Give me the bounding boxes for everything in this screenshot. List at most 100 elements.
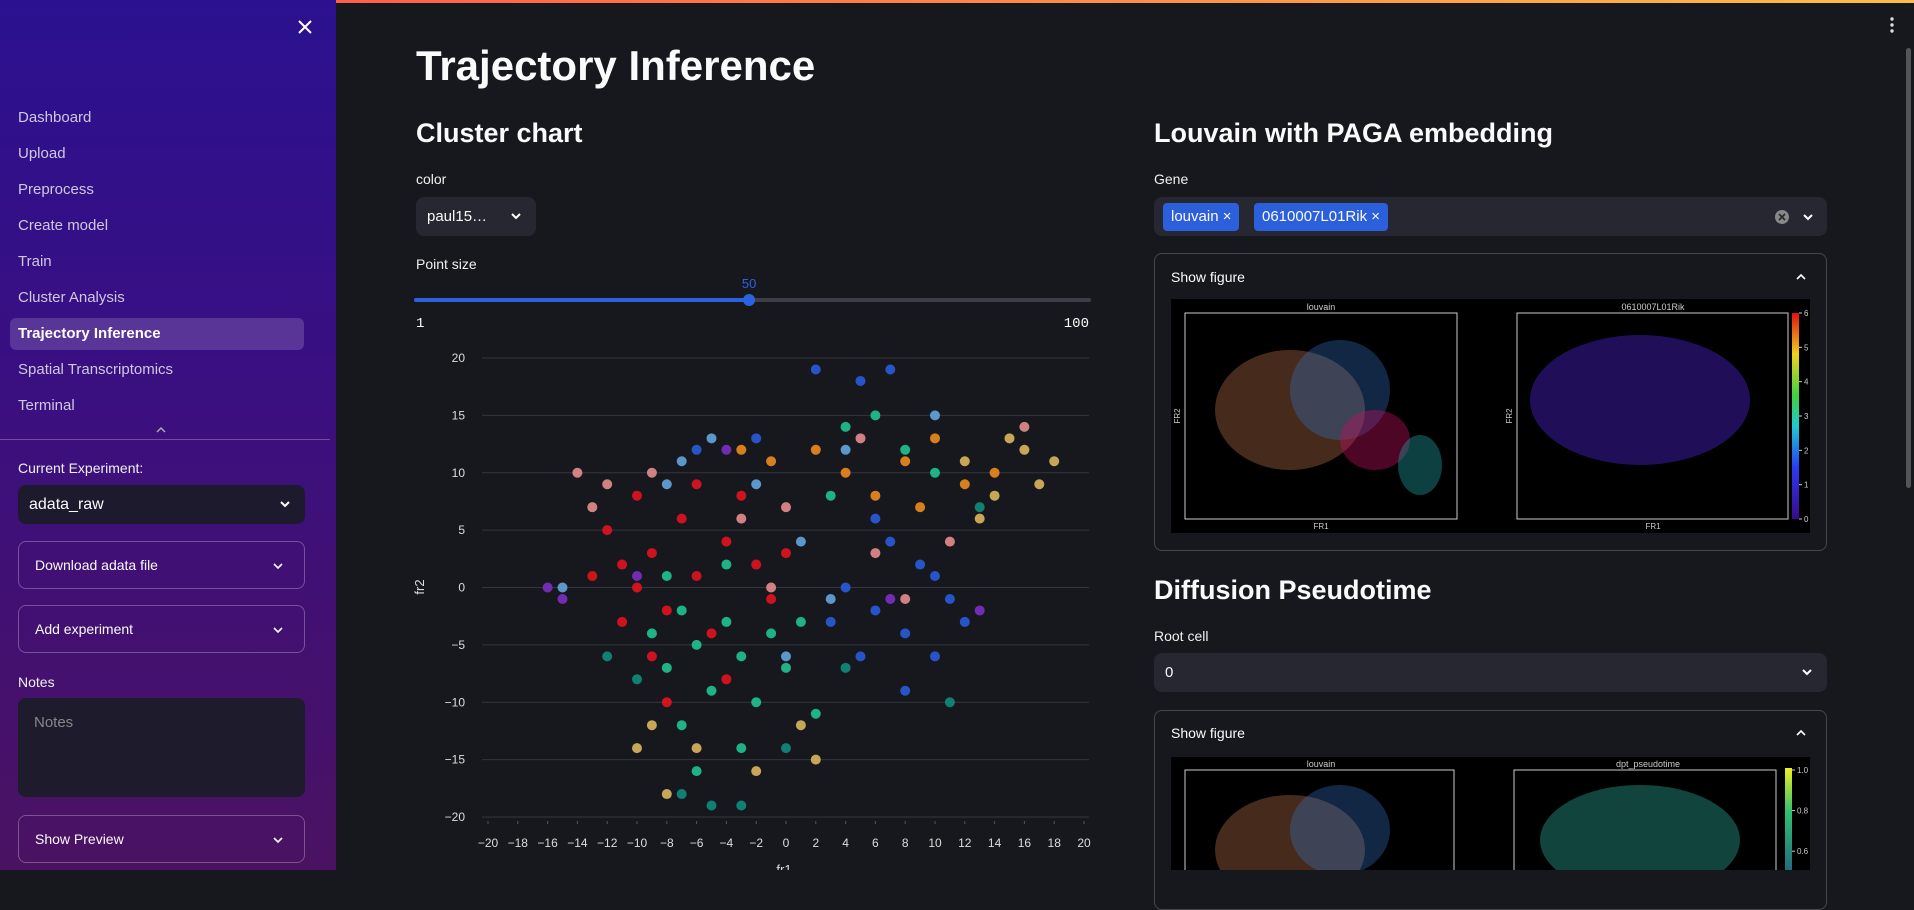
- point: [766, 582, 777, 593]
- x-tick-label: −10: [627, 836, 648, 850]
- slider-thumb[interactable]: [743, 294, 756, 306]
- y-tick-label: 15: [452, 408, 466, 422]
- tag-text: louvain: [1171, 208, 1219, 225]
- nav-link[interactable]: Cluster Analysis: [18, 289, 125, 306]
- point: [646, 651, 657, 662]
- point: [959, 616, 970, 627]
- nav-link[interactable]: Create model: [18, 217, 109, 234]
- point: [646, 720, 657, 731]
- x-tick-label: 4: [842, 836, 849, 850]
- point: [930, 467, 940, 478]
- slider-min: 1: [416, 316, 425, 332]
- point: [900, 628, 911, 639]
- point: [781, 548, 791, 559]
- nav-link[interactable]: Spatial Transcriptomics: [18, 361, 174, 378]
- point: [736, 444, 747, 455]
- point: [751, 697, 762, 708]
- point: [542, 582, 553, 593]
- notes-label: Notes: [18, 674, 55, 690]
- point: [870, 513, 881, 524]
- point: [751, 479, 762, 490]
- x-tick-label: −20: [478, 836, 499, 850]
- y-tick-label: −15: [445, 753, 466, 767]
- x-tick-label: 16: [1018, 836, 1032, 850]
- chevron: [1803, 214, 1813, 221]
- point: [1019, 421, 1030, 432]
- page-title: Trajectory Inference: [416, 42, 816, 89]
- point: [661, 571, 672, 582]
- point: [885, 364, 896, 375]
- y-tick-label: −5: [451, 638, 465, 652]
- point: [691, 766, 702, 777]
- x-tick-label: −16: [537, 836, 558, 850]
- x-tick-label: 14: [988, 836, 1002, 850]
- point: [632, 674, 642, 685]
- point: [944, 697, 955, 708]
- point: [930, 433, 940, 444]
- chevron: [1796, 729, 1806, 736]
- y-tick-label: −10: [445, 695, 466, 709]
- point: [617, 616, 628, 627]
- chevron: [273, 627, 283, 634]
- chevron: [273, 837, 283, 844]
- notes-textarea[interactable]: Notes: [18, 698, 305, 797]
- download-expander[interactable]: Download adata file: [18, 541, 305, 589]
- y-tick-label: −20: [445, 810, 466, 824]
- point: [825, 616, 836, 627]
- gene-tag[interactable]: louvain ×: [1163, 203, 1240, 231]
- point: [944, 536, 955, 547]
- experiment-select[interactable]: adata_raw: [18, 485, 305, 524]
- x-tick-label: 8: [902, 836, 909, 850]
- root-select[interactable]: 0: [1154, 653, 1827, 692]
- chevron: [273, 563, 283, 570]
- chevron: [1802, 669, 1812, 676]
- point: [676, 605, 687, 616]
- point: [572, 467, 583, 478]
- point: [1034, 479, 1045, 490]
- point: [661, 789, 672, 800]
- x-tick-label: 2: [812, 836, 819, 850]
- x-tick-label: 6: [872, 836, 879, 850]
- experiment-value: adata_raw: [29, 495, 104, 513]
- preview-expander[interactable]: Show Preview: [18, 815, 305, 863]
- point: [810, 754, 821, 765]
- nav-link[interactable]: Preprocess: [18, 181, 94, 198]
- point: [706, 800, 717, 811]
- scrollbar[interactable]: [1906, 48, 1911, 488]
- figure-expander[interactable]: Show figure: [1154, 710, 1827, 910]
- color-select[interactable]: paul15…: [416, 197, 536, 236]
- x-tick-label: 0: [783, 836, 790, 850]
- point: [989, 467, 1000, 478]
- point: [691, 743, 702, 754]
- point: [885, 536, 896, 547]
- point: [855, 651, 866, 662]
- add-expander[interactable]: Add experiment: [18, 605, 305, 653]
- point: [691, 444, 702, 455]
- figure-expander[interactable]: Show figure: [1154, 253, 1827, 551]
- nav-link[interactable]: Terminal: [18, 397, 75, 414]
- nav-link[interactable]: Trajectory Inference: [10, 318, 304, 350]
- point: [661, 479, 672, 490]
- nav-link[interactable]: Upload: [18, 145, 66, 162]
- point: [766, 628, 777, 639]
- x-tick-label: −8: [660, 836, 674, 850]
- point-size-label: Point size: [416, 256, 477, 272]
- slider-max: 100: [1063, 316, 1089, 332]
- close-button[interactable]: [296, 18, 314, 36]
- point: [721, 674, 732, 685]
- add-text: Add experiment: [35, 621, 134, 637]
- clear-icon[interactable]: [1774, 209, 1790, 225]
- point: [736, 800, 747, 811]
- point: [959, 479, 970, 490]
- point: [930, 651, 940, 662]
- point: [676, 720, 687, 731]
- chevron: [1796, 273, 1806, 280]
- menu-button[interactable]: [1884, 16, 1900, 34]
- nav-link[interactable]: Dashboard: [18, 109, 92, 126]
- nav-link[interactable]: Train: [18, 253, 52, 270]
- collapse-chevron[interactable]: [155, 426, 167, 434]
- gene-tag[interactable]: 0610007L01Rik ×: [1254, 203, 1389, 231]
- point: [1004, 433, 1015, 444]
- point: [721, 444, 732, 455]
- chevron: [511, 213, 521, 220]
